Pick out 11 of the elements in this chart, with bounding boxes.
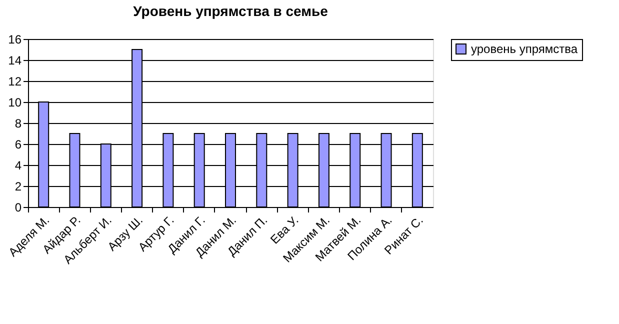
y-tick-label: 8 bbox=[14, 116, 22, 130]
legend-label: уровень упрямства bbox=[471, 42, 578, 56]
y-tick-label: 6 bbox=[14, 138, 22, 152]
y-tick-label: 10 bbox=[8, 96, 22, 110]
y-tick-label: 4 bbox=[14, 158, 22, 172]
y-tick-label: 12 bbox=[8, 74, 22, 88]
y-tick-label: 0 bbox=[14, 200, 22, 214]
y-tick-label: 14 bbox=[8, 54, 22, 68]
y-tick-label: 16 bbox=[8, 32, 22, 46]
y-tick-label: 2 bbox=[14, 180, 22, 194]
chart-title: Уровень упрямства в семье bbox=[133, 3, 328, 19]
